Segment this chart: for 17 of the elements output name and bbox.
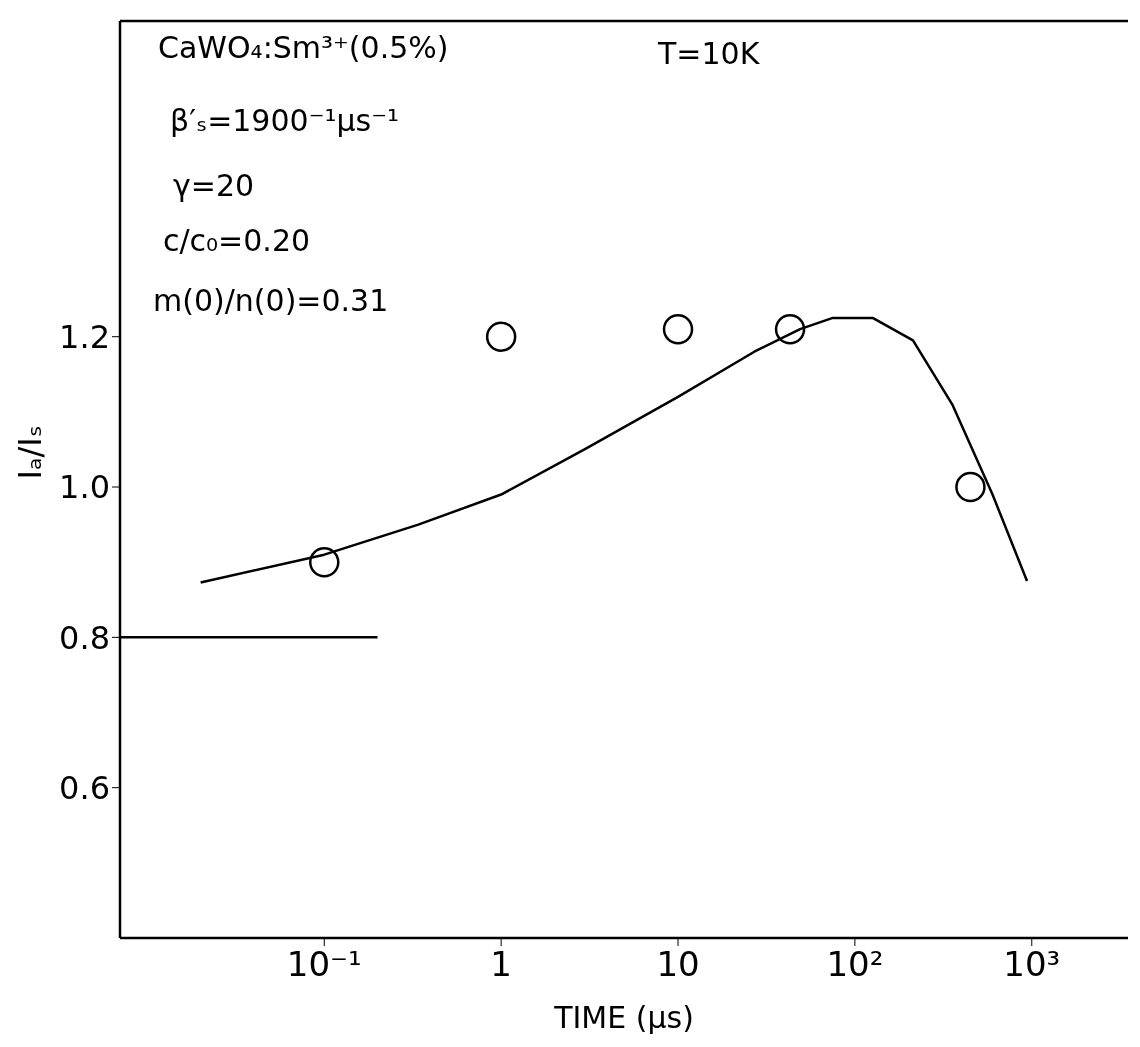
y-tick-label: 1.0: [59, 468, 110, 507]
x-tick-label: 10: [656, 944, 700, 985]
annotation: γ=20: [173, 168, 255, 203]
y-tick-label: 0.8: [59, 618, 110, 657]
x-axis-title: TIME (μs): [553, 1000, 694, 1035]
x-tick-label: 10²: [826, 944, 884, 985]
y-tick-label: 1.2: [59, 318, 110, 357]
annotation: c/c₀=0.20: [163, 223, 311, 258]
annotation: CaWO₄:Sm³⁺(0.5%): [158, 30, 449, 65]
x-tick-label: 1: [490, 944, 512, 985]
annotation: T=10K: [658, 36, 760, 71]
x-tick-label: 10⁻¹: [286, 944, 362, 985]
annotation: m(0)/n(0)=0.31: [153, 283, 389, 318]
annotation: β′ₛ=1900⁻¹μs⁻¹: [170, 103, 400, 138]
x-tick-label: 10³: [1003, 944, 1061, 985]
y-tick-label: 0.6: [59, 769, 110, 808]
y-axis-title: Iₐ/Iₛ: [11, 425, 50, 480]
